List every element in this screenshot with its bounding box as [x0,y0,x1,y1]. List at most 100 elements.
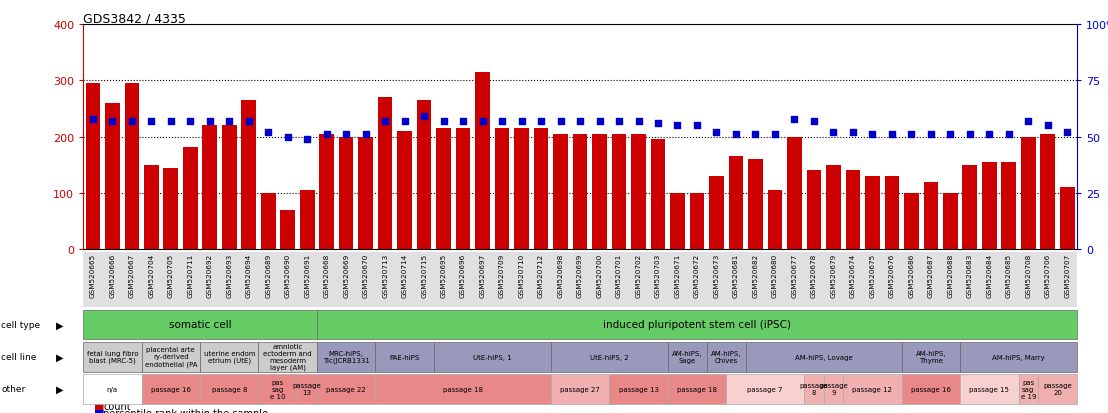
Bar [807,171,821,250]
Text: pas
sag
e 19: pas sag e 19 [1020,379,1036,399]
Bar [203,126,217,250]
Text: GSM520689: GSM520689 [265,254,271,298]
Text: GSM520677: GSM520677 [791,254,798,298]
Text: UtE-hiPS, 1: UtE-hiPS, 1 [473,354,512,360]
Point [981,132,998,138]
Text: passage 13: passage 13 [618,386,658,392]
Point [786,116,803,123]
Point [103,118,121,125]
Point [143,118,161,125]
Bar [553,135,568,250]
Bar [183,147,197,250]
Text: n/a: n/a [106,386,117,392]
Text: GSM520686: GSM520686 [909,254,914,298]
Text: ▶: ▶ [57,352,63,362]
Text: GSM520674: GSM520674 [850,254,855,298]
Text: AM-hiPS, Marry: AM-hiPS, Marry [992,354,1045,360]
Text: GSM520679: GSM520679 [830,254,837,298]
Bar [845,171,860,250]
Text: AM-hiPS,
Thyme: AM-hiPS, Thyme [915,350,946,363]
Text: GSM520695: GSM520695 [441,254,447,298]
Text: GSM520678: GSM520678 [811,254,817,298]
Point [766,132,783,138]
Point [688,123,706,129]
Text: ■: ■ [94,408,104,413]
Text: GSM520707: GSM520707 [1064,254,1070,298]
Text: GSM520714: GSM520714 [401,254,408,298]
Bar [689,194,705,250]
Point [357,132,375,138]
Text: passage 16: passage 16 [911,386,951,392]
Bar [1020,138,1036,250]
Text: passage 18: passage 18 [443,386,483,392]
Point [649,121,667,127]
Point [708,130,726,136]
Text: GSM520676: GSM520676 [889,254,895,298]
Text: GSM520668: GSM520668 [324,254,330,298]
Bar [495,129,510,250]
Text: GSM520710: GSM520710 [519,254,524,298]
Text: GSM520673: GSM520673 [714,254,719,298]
Point [611,118,628,125]
Point [863,132,881,138]
Bar [573,135,587,250]
Point [318,132,336,138]
Text: GSM520708: GSM520708 [1025,254,1032,298]
Bar [1040,135,1055,250]
Point [922,132,940,138]
Text: cell type: cell type [1,320,40,329]
Bar [144,166,158,250]
Text: ▶: ▶ [57,384,63,394]
Text: passage 7: passage 7 [748,386,783,392]
Text: GSM520675: GSM520675 [870,254,875,298]
Text: GSM520693: GSM520693 [226,254,233,298]
Bar [358,138,373,250]
Bar [650,140,665,250]
Text: percentile rank within the sample: percentile rank within the sample [103,408,268,413]
Point [434,118,452,125]
Bar [319,135,334,250]
Bar [748,160,762,250]
Text: amniotic
ectoderm and
mesoderm
layer (AM): amniotic ectoderm and mesoderm layer (AM… [264,343,312,370]
Point [84,116,102,123]
Bar [943,194,957,250]
Point [1019,118,1037,125]
Point [454,118,472,125]
Text: passage
20: passage 20 [1043,382,1071,396]
Bar [455,129,471,250]
Point [532,118,550,125]
Text: GSM520680: GSM520680 [772,254,778,298]
Bar [884,177,900,250]
Point [747,132,765,138]
Point [377,118,394,125]
Text: GSM520682: GSM520682 [752,254,759,298]
Bar [124,84,140,250]
Bar [222,126,237,250]
Point [493,118,511,125]
Text: fetal lung fibro
blast (MRC-5): fetal lung fibro blast (MRC-5) [86,350,138,363]
Text: uterine endom
etrium (UtE): uterine endom etrium (UtE) [204,350,255,363]
Point [513,118,531,125]
Point [1039,123,1057,129]
Bar [963,166,977,250]
Text: PAE-hiPS: PAE-hiPS [390,354,420,360]
Text: GSM520697: GSM520697 [480,254,485,298]
Bar [534,129,548,250]
Bar [768,191,782,250]
Text: GSM520670: GSM520670 [362,254,369,298]
Text: GSM520715: GSM520715 [421,254,428,298]
Text: GSM520667: GSM520667 [129,254,135,298]
Bar [339,138,353,250]
Point [162,118,179,125]
Bar [670,194,685,250]
Bar [904,194,919,250]
Text: pas
sag
e 10: pas sag e 10 [270,379,286,399]
Text: GSM520669: GSM520669 [343,254,349,298]
Text: GSM520705: GSM520705 [167,254,174,298]
Bar [729,157,743,250]
Point [416,114,433,120]
Bar [1060,188,1075,250]
Text: GSM520688: GSM520688 [947,254,953,298]
Point [1058,130,1076,136]
Bar [105,104,120,250]
